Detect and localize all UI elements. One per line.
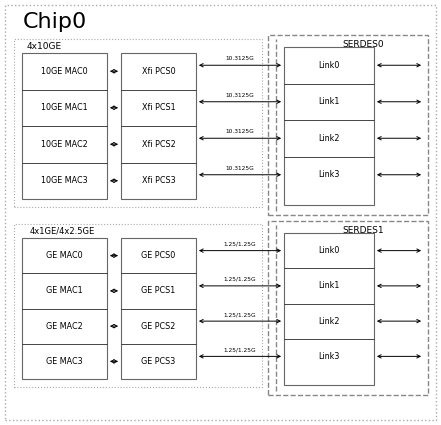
Text: 10.3125G: 10.3125G <box>226 56 254 61</box>
Bar <box>22 238 107 379</box>
Bar <box>284 233 374 385</box>
Text: Xfi PCS2: Xfi PCS2 <box>142 140 176 149</box>
Text: 1.25/1.25G: 1.25/1.25G <box>224 347 256 352</box>
Text: Link2: Link2 <box>318 317 340 326</box>
Text: GE MAC0: GE MAC0 <box>46 251 83 260</box>
Text: GE PCS3: GE PCS3 <box>142 357 176 366</box>
Text: Xfi PCS0: Xfi PCS0 <box>142 67 176 76</box>
Text: GE MAC2: GE MAC2 <box>46 322 83 331</box>
Text: Link3: Link3 <box>318 170 340 179</box>
Text: 10GE MAC2: 10GE MAC2 <box>41 140 88 149</box>
Text: Link3: Link3 <box>318 352 340 361</box>
Text: Link0: Link0 <box>318 61 340 70</box>
Text: 1.25/1.25G: 1.25/1.25G <box>224 277 256 282</box>
Text: 10.3125G: 10.3125G <box>226 166 254 171</box>
Bar <box>22 53 107 199</box>
Text: GE PCS1: GE PCS1 <box>142 286 176 295</box>
Text: GE MAC3: GE MAC3 <box>46 357 83 366</box>
Text: Link1: Link1 <box>318 97 340 106</box>
Bar <box>121 53 196 199</box>
Text: Chip0: Chip0 <box>23 12 87 32</box>
Bar <box>121 238 196 379</box>
Text: SERDES1: SERDES1 <box>342 226 384 235</box>
Text: Link1: Link1 <box>318 281 340 290</box>
Text: GE PCS0: GE PCS0 <box>142 251 176 260</box>
Text: 4x10GE: 4x10GE <box>26 42 62 51</box>
Bar <box>268 221 428 395</box>
Text: Link2: Link2 <box>318 134 340 143</box>
Text: Xfi PCS3: Xfi PCS3 <box>142 176 176 185</box>
Text: 1.25/1.25G: 1.25/1.25G <box>224 312 256 317</box>
Text: SERDES0: SERDES0 <box>342 40 384 48</box>
Text: Link0: Link0 <box>318 246 340 255</box>
Text: 4x1GE/4x2.5GE: 4x1GE/4x2.5GE <box>30 227 95 235</box>
Bar <box>14 224 262 387</box>
Text: 10GE MAC0: 10GE MAC0 <box>41 67 88 76</box>
Text: 10GE MAC3: 10GE MAC3 <box>41 176 88 185</box>
Text: 10GE MAC1: 10GE MAC1 <box>41 103 88 112</box>
Bar <box>14 39 262 207</box>
Bar <box>284 47 374 205</box>
Text: GE MAC1: GE MAC1 <box>46 286 83 295</box>
Bar <box>268 35 428 215</box>
Text: Xfi PCS1: Xfi PCS1 <box>142 103 176 112</box>
Text: 10.3125G: 10.3125G <box>226 93 254 98</box>
Text: 10.3125G: 10.3125G <box>226 129 254 134</box>
Text: GE PCS2: GE PCS2 <box>141 322 176 331</box>
Text: 1.25/1.25G: 1.25/1.25G <box>224 242 256 246</box>
